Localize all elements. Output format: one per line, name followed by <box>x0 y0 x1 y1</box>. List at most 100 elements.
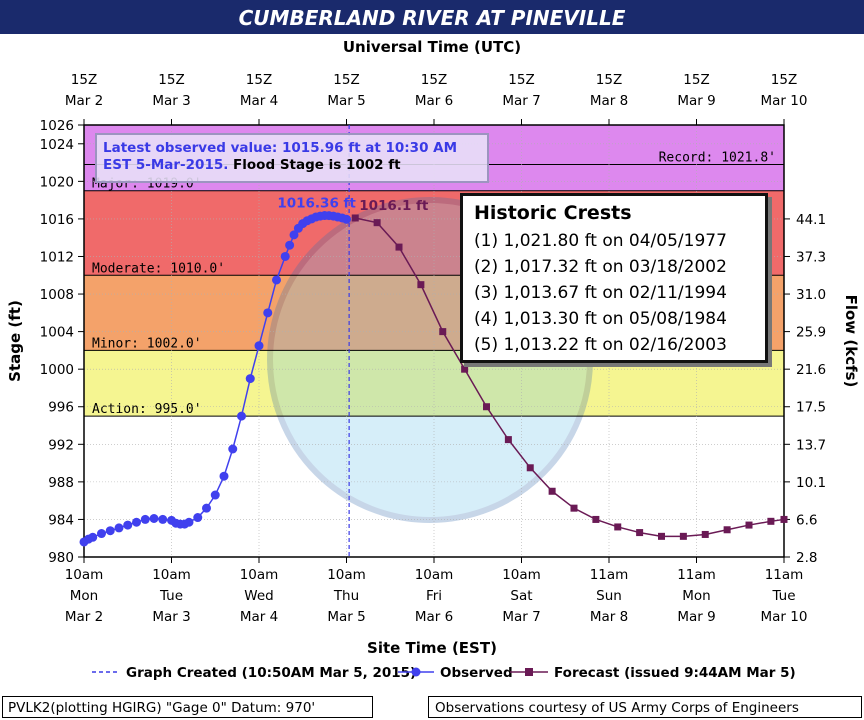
x-tick-label: Mar 3 <box>152 609 190 625</box>
y-tick-label: 1024 <box>40 137 74 153</box>
x-axis-title: Site Time (EST) <box>367 639 497 657</box>
y-tick-label: 984 <box>48 512 74 528</box>
observed-point <box>202 503 211 513</box>
top-tick-label: 15Z <box>508 72 534 88</box>
observed-point <box>210 490 220 500</box>
y-tick-label: 1000 <box>40 362 74 378</box>
y2-tick-label: 17.5 <box>796 400 826 416</box>
forecast-point <box>526 464 534 472</box>
top-axis-title: Universal Time (UTC) <box>343 38 521 56</box>
historic-crests-title: Historic Crests <box>474 202 632 224</box>
y2-axis-title: Flow (kcfs) <box>842 295 860 388</box>
forecast-point <box>614 523 622 531</box>
forecast-point <box>351 214 359 222</box>
x-tick-label: Mar 8 <box>590 609 628 625</box>
x-tick-label: Fri <box>426 588 442 604</box>
x-tick-label: 10am <box>502 567 541 583</box>
x-tick-label: Mar 2 <box>65 609 103 625</box>
top-tick-label: 15Z <box>421 72 447 88</box>
forecast-point <box>395 243 403 251</box>
crest-row: (3) 1,013.67 ft on 02/11/1994 <box>474 283 727 303</box>
observed-point <box>272 275 281 285</box>
chart-title: CUMBERLAND RIVER AT PINEVILLE <box>238 6 626 30</box>
observed-point <box>245 374 255 384</box>
forecast-point <box>745 521 753 529</box>
forecast-point <box>373 219 381 227</box>
category-label-action: Action: 995.0' <box>92 402 202 417</box>
x-tick-label: Sun <box>596 588 622 604</box>
x-tick-label: Mon <box>70 588 98 604</box>
y2-tick-label: 10.1 <box>796 475 826 491</box>
category-label-minor: Minor: 1002.0' <box>92 336 202 351</box>
latest-line-1: Latest observed value: 1015.96 ft at 10:… <box>103 140 458 156</box>
legend-forecast-label: Forecast (issued 9:44AM Mar 5) <box>554 665 796 681</box>
grid <box>84 124 784 558</box>
y-tick-label: 1008 <box>40 287 74 303</box>
top-tick-label: Mar 6 <box>415 93 453 109</box>
x-tick-label: 10am <box>152 567 191 583</box>
point-annotations: 1016.36 ft 1016.1 ft <box>277 196 429 214</box>
y2-tick-label: 44.1 <box>796 212 826 228</box>
x-tick-label: Wed <box>244 588 273 604</box>
y-tick-label: 1026 <box>40 118 74 134</box>
crest-row: (5) 1,013.22 ft on 02/16/2003 <box>474 335 727 355</box>
x-tick-label: 10am <box>240 567 279 583</box>
observed-point <box>114 523 124 533</box>
top-tick-label: Mar 8 <box>590 93 628 109</box>
x-tick-label: Mar 6 <box>415 609 453 625</box>
y-tick-label: 992 <box>48 437 74 453</box>
top-tick-label: Mar 3 <box>152 93 190 109</box>
x-tick-label: Mon <box>682 588 710 604</box>
y2-tick-label: 31.0 <box>796 287 826 303</box>
y2-tick-label: 25.9 <box>796 325 826 341</box>
y2-tick-label: 2.8 <box>796 550 817 566</box>
footer-credits: Observations courtesy of US Army Corps o… <box>428 696 862 718</box>
forecast-point <box>439 328 447 336</box>
observed-point <box>285 240 295 250</box>
historic-crests-box: Historic Crests (1) 1,021.80 ft on 04/05… <box>460 193 768 363</box>
legend-created-label: Graph Created (10:50AM Mar 5, 2015) <box>126 665 416 681</box>
x-tick-label: 10am <box>327 567 366 583</box>
category-label-record: Record: 1021.8' <box>659 150 776 165</box>
forecast-point <box>417 281 425 289</box>
forecast-point <box>658 532 665 540</box>
forecast-point <box>679 532 687 540</box>
y2-tick-label: 21.6 <box>796 362 826 378</box>
crest-row: (2) 1,017.32 ft on 03/18/2002 <box>474 257 727 277</box>
y-tick-label: 1016 <box>40 212 74 228</box>
forecast-point <box>636 529 644 537</box>
observed-point <box>237 411 246 421</box>
x-tick-label: Mar 9 <box>677 609 715 625</box>
observed-point <box>149 513 159 523</box>
x-axis-utc: 15Z Mar 2 15Z Mar 3 15Z Mar 4 15Z Mar 5 15Z Mar 6… <box>65 72 807 125</box>
series-forecast <box>351 214 788 540</box>
y2-tick-label: 13.7 <box>796 437 826 453</box>
x-tick-label: 10am <box>415 567 454 583</box>
x-tick-label: Tue <box>159 588 183 604</box>
observed-point <box>105 526 115 536</box>
y-tick-label: 996 <box>48 400 74 416</box>
y2-tick-label: 6.6 <box>796 512 817 528</box>
observed-point <box>158 514 168 524</box>
top-tick-label: 15Z <box>683 72 709 88</box>
forecast-point <box>570 504 578 512</box>
top-tick-label: Mar 7 <box>502 93 540 109</box>
peak-annotation: 1016.36 ft <box>277 196 356 212</box>
forecast-point <box>592 515 600 523</box>
title-bar: CUMBERLAND RIVER AT PINEVILLE <box>0 0 864 34</box>
observed-point <box>88 532 98 542</box>
peak-annotation: 1016.1 ft <box>359 198 429 214</box>
forecast-point <box>483 403 490 411</box>
latest-line-2b: Flood Stage is 1002 ft <box>228 157 401 173</box>
y-tick-label: 1004 <box>40 325 74 341</box>
forecast-point <box>780 515 788 523</box>
latest-observed-box: Latest observed value: 1015.96 ft at 10:… <box>95 133 489 183</box>
top-tick-label: 15Z <box>158 72 184 88</box>
top-tick-label: 15Z <box>333 72 359 88</box>
observed-point <box>263 308 273 318</box>
top-tick-label: 15Z <box>71 72 97 88</box>
forecast-point <box>701 530 709 538</box>
x-tick-label: 11am <box>590 567 629 583</box>
top-tick-label: Mar 9 <box>677 93 715 109</box>
crest-row: (4) 1,013.30 ft on 05/08/1984 <box>474 309 727 329</box>
